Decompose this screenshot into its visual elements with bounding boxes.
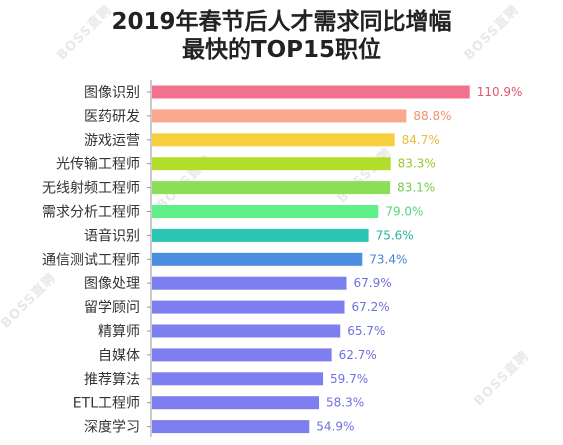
value-label: 110.9%	[477, 85, 523, 99]
category-label: 深度学习	[84, 420, 140, 436]
category-label: 语音识别	[84, 227, 140, 244]
bar	[152, 133, 395, 147]
bar	[152, 205, 379, 218]
bar	[152, 276, 347, 290]
bar	[152, 252, 363, 266]
chart-title-line-1: 2019年春节后人才需求同比增幅	[111, 9, 452, 35]
bar	[152, 157, 391, 171]
category-label: 需求分析工程师	[42, 205, 140, 221]
category-label: 留学顾问	[84, 300, 140, 316]
value-label: 75.6%	[376, 228, 414, 242]
category-label: 无线射频工程师	[42, 181, 140, 197]
bar	[152, 85, 470, 99]
category-label: 精算师	[98, 324, 140, 340]
category-label: 图像识别	[84, 85, 140, 101]
category-label: 图像处理	[84, 276, 140, 292]
value-label: 59.7%	[330, 372, 368, 386]
category-label: 推荐算法	[84, 372, 140, 388]
chart-title-line-2: 最快的TOP15职位	[181, 37, 382, 63]
bar	[152, 109, 407, 123]
category-label: 医药研发	[84, 109, 140, 125]
value-label: 54.9%	[316, 420, 354, 434]
category-label: ETL工程师	[73, 396, 140, 412]
value-label: 88.8%	[413, 109, 451, 123]
value-label: 62.7%	[339, 348, 377, 362]
value-label: 58.3%	[326, 396, 364, 410]
bar	[152, 228, 369, 242]
category-label: 游戏运营	[84, 133, 140, 149]
value-label: 84.7%	[402, 133, 440, 147]
value-label: 67.9%	[354, 276, 392, 290]
category-label: 通信测试工程师	[42, 252, 140, 268]
bar	[152, 348, 332, 362]
bar	[152, 181, 391, 195]
bar	[152, 372, 324, 386]
bar	[152, 396, 320, 410]
category-label: 自媒体	[98, 348, 140, 364]
value-label: 83.3%	[398, 157, 436, 171]
bar	[152, 300, 345, 314]
chart-title: 2019年春节后人才需求同比增幅 最快的TOP15职位	[0, 8, 563, 64]
value-label: 83.1%	[397, 181, 435, 195]
bar	[152, 420, 310, 434]
value-label: 79.0%	[385, 205, 423, 219]
value-label: 73.4%	[369, 252, 407, 266]
category-label: 光传输工程师	[56, 157, 140, 173]
value-label: 67.2%	[352, 300, 390, 314]
bar	[152, 324, 341, 338]
value-label: 65.7%	[347, 324, 385, 338]
